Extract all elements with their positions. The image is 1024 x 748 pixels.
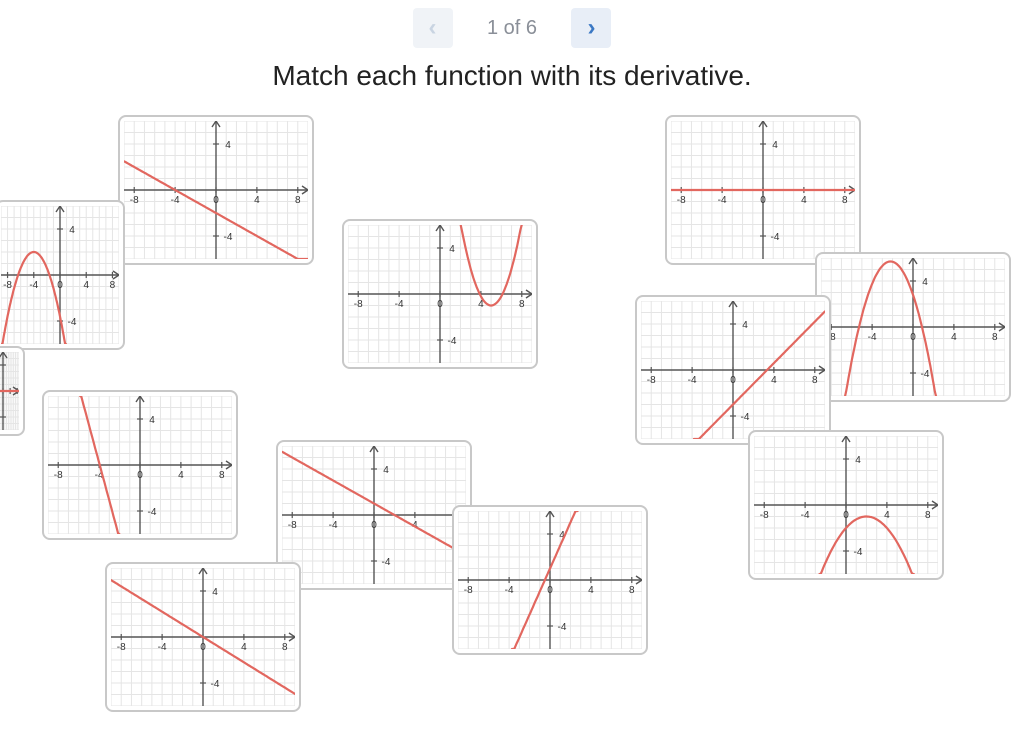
svg-text:-4: -4 [395,299,404,310]
svg-text:-8: -8 [54,470,63,481]
graph-card[interactable]: -8-4048-44 [452,505,648,655]
svg-text:4: 4 [449,244,455,255]
graph-card[interactable]: -8-4048-44 [815,252,1011,402]
svg-text:0: 0 [137,470,143,481]
svg-text:-4: -4 [688,375,697,386]
svg-text:-4: -4 [158,642,167,653]
svg-text:-4: -4 [68,317,77,328]
svg-text:0: 0 [547,585,553,596]
svg-text:-8: -8 [288,520,297,531]
svg-text:-4: -4 [171,195,180,206]
svg-text:-8: -8 [130,195,139,206]
svg-text:8: 8 [992,332,998,343]
svg-text:4: 4 [83,280,89,291]
svg-text:8: 8 [812,375,818,386]
graph-card[interactable]: -8 -4 0 4 8 -4 4 [105,562,301,712]
svg-text:4: 4 [742,320,748,331]
svg-text:4: 4 [884,510,890,521]
svg-text:4: 4 [178,470,184,481]
graph-card[interactable]: -8 -4 0 4 8 -4 4 [748,430,944,580]
svg-text:0: 0 [910,332,916,343]
svg-text:8: 8 [629,585,635,596]
svg-text:-4: -4 [868,332,877,343]
svg-text:-4: -4 [741,412,750,423]
svg-text:-4: -4 [801,510,810,521]
svg-text:4: 4 [951,332,957,343]
svg-text:4: 4 [922,277,928,288]
svg-text:4: 4 [801,195,807,206]
svg-text:-8: -8 [117,642,126,653]
svg-text:4: 4 [212,587,218,598]
svg-text:4: 4 [383,465,389,476]
svg-text:-4: -4 [558,622,567,633]
svg-text:-8: -8 [464,585,473,596]
svg-text:0: 0 [57,280,63,291]
svg-text:-4: -4 [718,195,727,206]
svg-text:-4: -4 [854,547,863,558]
svg-text:4: 4 [225,140,231,151]
svg-text:-8: -8 [677,195,686,206]
svg-text:4: 4 [254,195,260,206]
svg-text:-4: -4 [329,520,338,531]
graph-card[interactable]: -8 -4 0 4 8 -4 4 [635,295,831,445]
svg-text:-4: -4 [224,232,233,243]
svg-text:-4: -4 [29,280,38,291]
svg-text:8: 8 [925,510,931,521]
svg-text:-4: -4 [148,507,157,518]
graph-card[interactable]: -8-4048-44 [276,440,472,590]
next-button[interactable]: › [571,8,611,48]
svg-text:0: 0 [730,375,736,386]
page-counter: 1 of 6 [457,17,567,40]
svg-text:4: 4 [771,375,777,386]
graph-card[interactable] [0,346,25,436]
svg-text:0: 0 [200,642,206,653]
svg-text:-4: -4 [921,369,930,380]
svg-text:8: 8 [295,195,301,206]
svg-text:0: 0 [213,195,219,206]
svg-text:0: 0 [843,510,849,521]
graph-card[interactable]: -8 -4 0 4 8 -4 4 [665,115,861,265]
svg-text:4: 4 [588,585,594,596]
svg-text:-8: -8 [760,510,769,521]
svg-text:4: 4 [69,225,75,236]
svg-text:0: 0 [760,195,766,206]
nav-bar: ‹ 1 of 6 › [0,8,1024,48]
graph-card[interactable]: -8 -4 0 4 8 -4 4 [118,115,314,265]
prompt-text: Match each function with its derivative. [0,60,1024,92]
svg-text:-8: -8 [647,375,656,386]
svg-text:-4: -4 [505,585,514,596]
svg-text:8: 8 [842,195,848,206]
svg-text:4: 4 [772,140,778,151]
svg-text:8: 8 [519,299,525,310]
svg-text:-8: -8 [354,299,363,310]
svg-text:-8: -8 [3,280,12,291]
svg-text:4: 4 [241,642,247,653]
svg-text:8: 8 [282,642,288,653]
svg-text:0: 0 [437,299,443,310]
graph-card[interactable]: -8 -4 0 4 8 -4 4 [0,200,125,350]
svg-text:-4: -4 [771,232,780,243]
svg-text:4: 4 [855,455,861,466]
svg-text:-4: -4 [448,336,457,347]
svg-text:4: 4 [149,415,155,426]
svg-text:-4: -4 [382,557,391,568]
graph-card[interactable]: -8-4048-44 [342,219,538,369]
prev-button: ‹ [413,8,453,48]
svg-text:-4: -4 [211,679,220,690]
svg-text:8: 8 [110,280,116,291]
graph-card[interactable]: -8-4048-44 [42,390,238,540]
svg-text:8: 8 [219,470,225,481]
svg-text:0: 0 [371,520,377,531]
